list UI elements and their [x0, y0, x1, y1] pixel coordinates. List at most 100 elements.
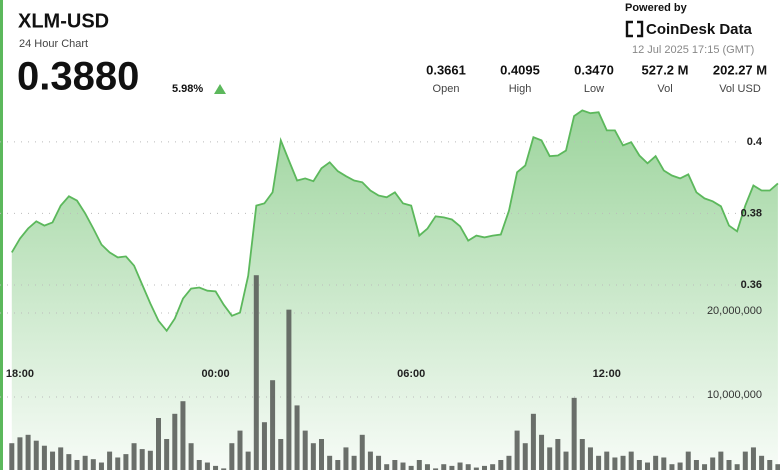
volume-bar — [229, 443, 235, 470]
stats: 0.3661 Open 0.4095 High 0.3470 Low 527.2 M Vol 2… — [426, 62, 767, 94]
volume-bar — [172, 413, 178, 470]
volume-bar — [367, 451, 373, 470]
volume-bar — [221, 468, 227, 470]
volume-bar — [98, 462, 104, 470]
volume-bar — [359, 434, 365, 470]
volume-bar — [767, 460, 773, 470]
volume-bar — [9, 443, 15, 470]
price: 0.3880 — [17, 55, 139, 99]
volume-bar — [180, 401, 186, 470]
volume-bar — [661, 457, 667, 470]
y2-tick-label: 20,000,000 — [707, 305, 762, 317]
price-area — [11, 110, 778, 470]
volume-bar — [131, 443, 137, 470]
volume-bar — [775, 464, 780, 470]
volume-bar — [579, 439, 585, 470]
volume-bar — [620, 455, 626, 470]
volume-bar — [718, 451, 724, 470]
volume-bar — [514, 430, 520, 470]
volume-bar — [74, 460, 80, 470]
volume-bar — [302, 430, 308, 470]
volume-bar — [612, 457, 618, 470]
volume-bar — [473, 467, 479, 470]
volume-bar — [734, 464, 740, 470]
volume-bar — [522, 443, 528, 470]
stat-label: Open — [433, 83, 460, 95]
volume-bar — [465, 464, 471, 470]
volume-bar — [677, 462, 683, 470]
volume-bar — [351, 455, 357, 470]
volume-bar — [392, 460, 398, 470]
volume-bar — [17, 437, 23, 470]
up-arrow — [214, 84, 226, 94]
volume-bar — [123, 454, 129, 470]
volume-bar — [270, 380, 276, 470]
volume-bar — [188, 443, 194, 470]
volume-bar — [424, 464, 430, 470]
volume-bar — [750, 447, 756, 470]
volume-bar — [343, 447, 349, 470]
volume-bar — [547, 447, 553, 470]
volume-bar — [596, 455, 602, 470]
x-tick-label: 12:00 — [593, 368, 621, 380]
volume-bar — [156, 418, 161, 470]
stat-label: Low — [584, 83, 604, 95]
volume-bar — [107, 451, 113, 470]
volume-bar — [245, 451, 251, 470]
volume-bar — [604, 451, 610, 470]
stat-value: 0.3470 — [574, 62, 614, 77]
y-tick-label: 0.36 — [741, 279, 762, 291]
volume-bar — [50, 451, 56, 470]
x-tick-label: 18:00 — [6, 368, 34, 380]
timestamp: 12 Jul 2025 17:15 (GMT) — [632, 44, 754, 56]
y2-tick-label: 10,000,000 — [707, 389, 762, 401]
volume-bar — [490, 464, 496, 470]
volume-bar — [400, 462, 406, 470]
volume-bar — [58, 447, 64, 470]
volume-bar — [253, 275, 259, 470]
powered-by: Powered by — [625, 2, 688, 14]
volume-bar — [482, 465, 487, 470]
volume-bar — [726, 460, 732, 470]
volume-bar — [164, 439, 170, 470]
volume-bar — [319, 439, 324, 470]
volume-bar — [653, 455, 659, 470]
volume-bar — [636, 460, 642, 470]
brand: CoinDesk Data — [646, 21, 753, 38]
plot: 0.36 0.38 0.4 10,000,000 20,000,000 18:00 00:0… — [0, 109, 780, 470]
volume-bar — [571, 397, 577, 470]
volume-bar — [25, 434, 31, 470]
volume-bar — [539, 434, 545, 470]
volume-bar — [506, 455, 512, 470]
volume-bar — [335, 460, 341, 470]
volume-bar — [530, 413, 536, 470]
volume-bar — [196, 460, 202, 470]
volume-bar — [416, 460, 422, 470]
volume-bar — [261, 422, 267, 470]
stat-label: Vol — [657, 83, 672, 95]
volume-bar — [310, 443, 316, 470]
volume-bar — [457, 462, 463, 470]
volume-bar — [384, 464, 390, 470]
volume-bar — [742, 451, 748, 470]
y-tick-label: 0.38 — [741, 207, 762, 219]
volume-bar — [115, 457, 121, 470]
volume-bar — [759, 455, 765, 470]
volume-bar — [204, 462, 210, 470]
volume-bar — [449, 465, 455, 470]
stat-label: Vol USD — [719, 83, 761, 95]
volume-bar — [710, 457, 716, 470]
stat-value: 527.2 M — [642, 62, 689, 77]
volume-bar — [213, 465, 219, 470]
volume-bar — [669, 464, 675, 470]
stat-value: 202.27 M — [713, 62, 767, 77]
volume-bar — [408, 465, 414, 470]
stat-value: 0.4095 — [500, 62, 540, 77]
volume-bar — [294, 405, 300, 470]
stat-label: High — [509, 83, 532, 95]
stat-value: 0.3661 — [426, 62, 466, 77]
volume-bar — [628, 451, 634, 470]
volume-bar — [645, 462, 650, 470]
volume-bar — [433, 468, 439, 470]
